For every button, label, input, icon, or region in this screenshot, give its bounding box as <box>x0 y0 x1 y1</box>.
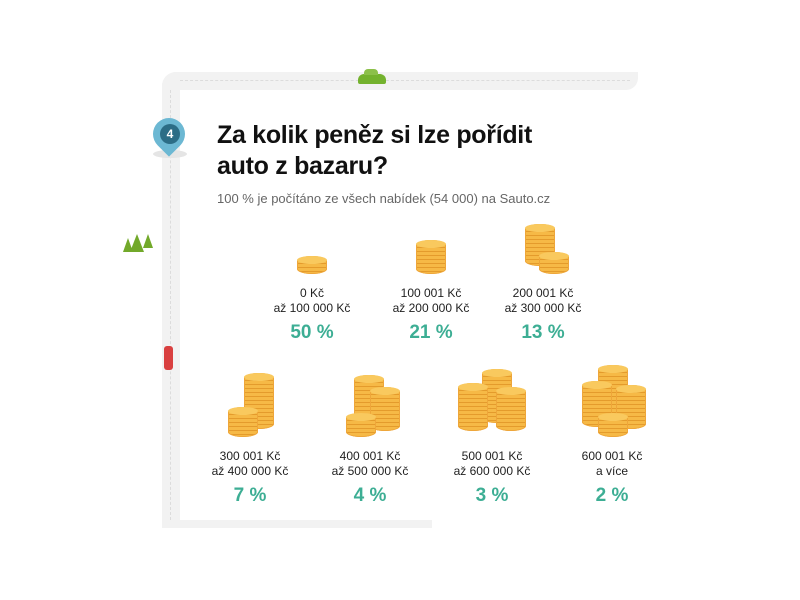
percent-label: 3 % <box>475 485 509 506</box>
range-to: až 300 000 Kč <box>504 301 582 315</box>
coin-pile <box>228 407 258 437</box>
range-to: a více <box>595 464 628 478</box>
green-car-icon <box>358 69 386 84</box>
range-from: 600 001 Kč <box>581 449 643 463</box>
subtitle: 100 % je počítáno ze všech nabídek (54 0… <box>217 191 551 206</box>
range-to: až 200 000 Kč <box>392 301 470 315</box>
price-range-item: 100 001 Kč až 200 000 Kč 21 % <box>361 286 501 344</box>
percent-label: 2 % <box>595 485 629 506</box>
red-car-icon <box>164 346 173 370</box>
coin-pile <box>458 383 488 431</box>
coin-pile <box>297 256 327 274</box>
step-number: 4 <box>160 124 180 144</box>
percent-label: 21 % <box>409 322 453 343</box>
coin-pile <box>416 240 446 274</box>
percent-label: 50 % <box>290 322 334 343</box>
range-to: až 500 000 Kč <box>331 464 409 478</box>
percent-label: 13 % <box>521 322 565 343</box>
content-panel <box>180 90 640 520</box>
range-from: 100 001 Kč <box>400 286 462 300</box>
price-range-item: 200 001 Kč až 300 000 Kč 13 % <box>473 286 613 344</box>
percent-label: 4 % <box>353 485 387 506</box>
coin-pile <box>539 252 569 274</box>
road-left <box>162 72 180 528</box>
price-range-item: 600 001 Kč a více 2 % <box>542 449 682 507</box>
range-from: 0 Kč <box>299 286 324 300</box>
road-dash <box>180 80 630 81</box>
road-dash <box>170 90 171 520</box>
range-to: až 600 000 Kč <box>453 464 531 478</box>
range-from: 300 001 Kč <box>219 449 281 463</box>
price-range-item: 500 001 Kč až 600 000 Kč 3 % <box>422 449 562 507</box>
page-title: Za kolik peněz si lze pořídit auto z baza… <box>217 121 532 180</box>
coin-pile <box>598 413 628 437</box>
range-from: 200 001 Kč <box>512 286 574 300</box>
range-to: až 400 000 Kč <box>211 464 289 478</box>
price-range-item: 400 001 Kč až 500 000 Kč 4 % <box>300 449 440 507</box>
range-to: až 100 000 Kč <box>273 301 351 315</box>
price-range-item: 300 001 Kč až 400 000 Kč 7 % <box>180 449 320 507</box>
range-from: 500 001 Kč <box>461 449 523 463</box>
coin-pile <box>346 413 376 437</box>
price-range-item: 0 Kč až 100 000 Kč 50 % <box>242 286 382 344</box>
coin-pile <box>496 387 526 431</box>
road-top <box>162 72 638 90</box>
road-bottom <box>162 520 432 528</box>
percent-label: 7 % <box>233 485 267 506</box>
range-from: 400 001 Kč <box>339 449 401 463</box>
